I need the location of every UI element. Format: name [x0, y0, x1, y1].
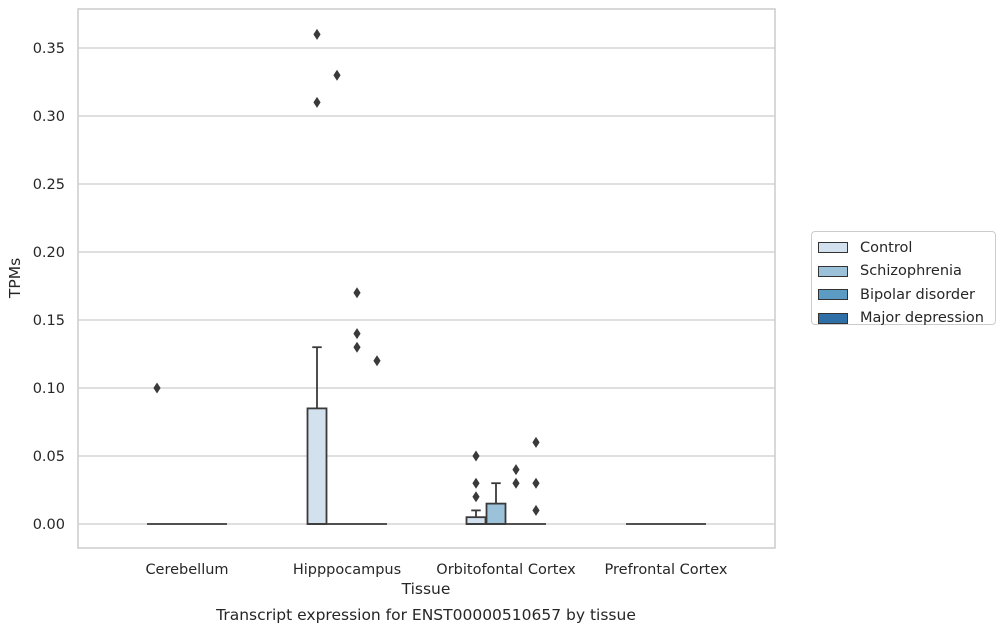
outlier-point	[313, 28, 321, 40]
outlier-point	[532, 436, 540, 448]
x-tick-labels: Cerebellum Hipppocampus Orbitofontal Corte…	[145, 562, 727, 578]
legend-swatch-schizophrenia	[818, 265, 848, 277]
outlier-point	[333, 69, 341, 81]
x-tick-label: Orbitofontal Cortex	[436, 562, 576, 578]
outlier-point	[512, 464, 520, 476]
legend-label-control: Control	[860, 239, 913, 256]
x-tick-label: Cerebellum	[145, 562, 228, 578]
x-tick-label: Hipppocampus	[293, 562, 401, 578]
legend-swatch-major-depression	[818, 312, 848, 324]
legend-label-bipolar-disorder: Bipolar disorder	[860, 286, 975, 303]
box-3-1	[367, 355, 387, 525]
outlier-point	[153, 382, 161, 394]
x-axis-title: Tissue	[401, 580, 451, 598]
y-axis-title: TPMs	[6, 258, 24, 299]
y-tick-label: 0.15	[33, 313, 65, 329]
box-layer	[147, 28, 706, 525]
y-tick-label: 0.10	[33, 381, 65, 397]
legend-item-schizophrenia: Schizophrenia	[818, 260, 995, 284]
y-tick-label: 0.25	[33, 177, 65, 193]
x-tick-label: Prefrontal Cortex	[605, 562, 728, 578]
y-tick-label: 0.00	[33, 517, 65, 533]
outlier-point	[472, 450, 480, 462]
plot-frame	[77, 8, 776, 549]
outlier-point	[353, 328, 361, 340]
outlier-point	[472, 477, 480, 489]
box-3-2	[526, 436, 546, 525]
box-body	[485, 502, 507, 525]
legend-swatch-bipolar-disorder	[818, 289, 848, 301]
legend-item-major-depression: Major depression	[818, 307, 995, 331]
legend-label-schizophrenia: Schizophrenia	[860, 263, 962, 280]
box-body	[465, 516, 487, 525]
y-tick-label: 0.05	[33, 449, 65, 465]
outlier-point	[353, 341, 361, 353]
box-body	[306, 407, 328, 525]
outlier-point	[532, 477, 540, 489]
legend-swatch-control	[818, 242, 848, 254]
outlier-point	[512, 477, 520, 489]
y-tick-label: 0.20	[33, 245, 65, 261]
outlier-point	[313, 96, 321, 108]
chart-caption: Transcript expression for ENST0000051065…	[216, 606, 636, 624]
outlier-point	[472, 491, 480, 503]
box-1-1	[327, 69, 347, 525]
legend-item-bipolar-disorder: Bipolar disorder	[818, 283, 995, 307]
outlier-point	[353, 287, 361, 299]
box-2-1	[347, 287, 367, 525]
box-2-2	[506, 464, 526, 525]
y-tick-label: 0.35	[33, 41, 65, 57]
y-tick-label: 0.30	[33, 109, 65, 125]
box-0-0	[147, 382, 167, 525]
legend: Control Schizophrenia Bipolar disorder M…	[811, 231, 996, 326]
outlier-point	[373, 355, 381, 367]
grid-layer	[78, 47, 775, 525]
legend-label-major-depression: Major depression	[860, 310, 984, 327]
outlier-point	[532, 504, 540, 516]
box-0-1	[306, 28, 328, 525]
legend-item-control: Control	[818, 236, 995, 260]
box-1-2	[485, 482, 507, 525]
box-0-2	[465, 450, 487, 525]
y-tick-labels: 0.00 0.05 0.10 0.15 0.20 0.25 0.30 0.35	[33, 41, 65, 533]
